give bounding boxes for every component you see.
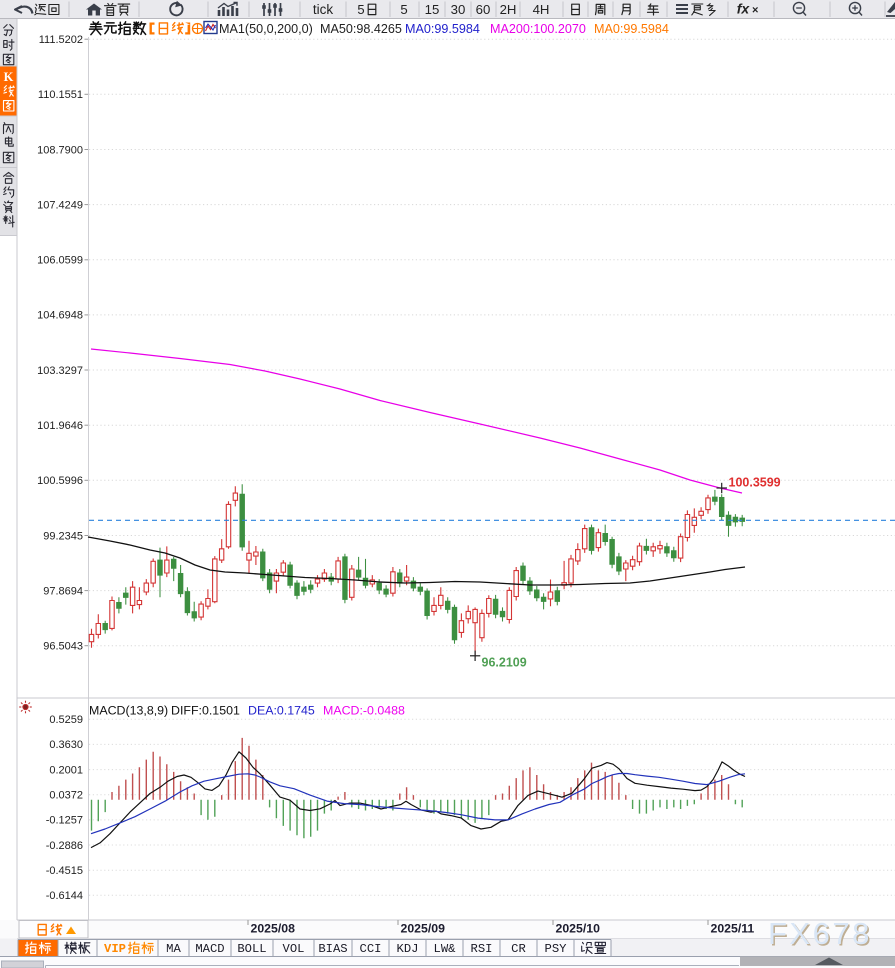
svg-text:-0.4515: -0.4515 xyxy=(46,865,83,877)
svg-text:MA200:100.2070: MA200:100.2070 xyxy=(490,22,586,36)
svg-text:MA1(50,0,200,0): MA1(50,0,200,0) xyxy=(219,22,313,36)
svg-text:60: 60 xyxy=(476,2,491,17)
svg-text:MA0:99.5984: MA0:99.5984 xyxy=(594,22,669,36)
svg-text:K: K xyxy=(4,70,14,84)
svg-text:4H: 4H xyxy=(533,2,550,17)
svg-text:0.0372: 0.0372 xyxy=(49,790,83,802)
svg-text:101.9646: 101.9646 xyxy=(37,420,83,432)
svg-text:103.3297: 103.3297 xyxy=(37,365,83,377)
svg-text:2025/09: 2025/09 xyxy=(401,922,446,936)
svg-text:97.8694: 97.8694 xyxy=(43,585,83,597)
svg-text:-0.2886: -0.2886 xyxy=(46,840,83,852)
svg-text:111.5202: 111.5202 xyxy=(39,34,83,46)
svg-text:-0.1257: -0.1257 xyxy=(46,815,83,827)
svg-text:PSY: PSY xyxy=(545,942,568,956)
svg-text:tick: tick xyxy=(313,2,334,17)
svg-text:BIAS: BIAS xyxy=(318,942,347,956)
svg-text:96.5043: 96.5043 xyxy=(43,641,83,653)
svg-text:110.1551: 110.1551 xyxy=(38,89,83,101)
svg-text:15: 15 xyxy=(425,2,440,17)
svg-text:2025/11: 2025/11 xyxy=(711,922,755,936)
svg-text:MA50:98.4265: MA50:98.4265 xyxy=(320,22,402,36)
svg-text:104.6948: 104.6948 xyxy=(37,310,83,322)
svg-text:99.2345: 99.2345 xyxy=(43,530,83,542)
svg-text:FX678: FX678 xyxy=(770,918,874,953)
svg-text:2025/08: 2025/08 xyxy=(251,922,296,936)
svg-text:2025/10: 2025/10 xyxy=(556,922,601,936)
svg-text:FX678: FX678 xyxy=(768,916,872,951)
svg-text:DEA:0.1745: DEA:0.1745 xyxy=(248,704,315,718)
svg-text:MA0:99.5984: MA0:99.5984 xyxy=(405,22,480,36)
svg-text:CR: CR xyxy=(511,942,526,956)
svg-text:-0.6144: -0.6144 xyxy=(46,890,83,902)
svg-text:106.0599: 106.0599 xyxy=(37,255,83,267)
svg-text:LW&: LW& xyxy=(434,942,457,956)
svg-text:VOL: VOL xyxy=(283,942,305,956)
svg-text:100.3599: 100.3599 xyxy=(729,476,781,490)
svg-text:MA: MA xyxy=(166,942,181,956)
svg-text:BOLL: BOLL xyxy=(237,942,266,956)
svg-text:0.5259: 0.5259 xyxy=(49,714,83,726)
svg-text:5: 5 xyxy=(400,2,407,17)
svg-text:30: 30 xyxy=(451,2,466,17)
svg-text:KDJ: KDJ xyxy=(397,942,419,956)
svg-text:107.4249: 107.4249 xyxy=(37,199,83,211)
svg-text:96.2109: 96.2109 xyxy=(482,656,527,670)
svg-text:DIFF:0.1501: DIFF:0.1501 xyxy=(171,704,240,718)
svg-text:0.2001: 0.2001 xyxy=(49,764,83,776)
svg-text:MACD(13,8,9): MACD(13,8,9) xyxy=(89,704,168,718)
svg-text:fx: fx xyxy=(737,1,751,17)
svg-text:VIP: VIP xyxy=(104,942,126,956)
svg-text:CCI: CCI xyxy=(360,942,382,956)
svg-text:×: × xyxy=(752,5,758,17)
svg-text:5: 5 xyxy=(357,2,364,17)
svg-text:0.3630: 0.3630 xyxy=(49,739,83,751)
svg-text:RSI: RSI xyxy=(471,942,493,956)
svg-text:MACD:-0.0488: MACD:-0.0488 xyxy=(323,704,405,718)
svg-text:108.7900: 108.7900 xyxy=(37,144,83,156)
svg-text:100.5996: 100.5996 xyxy=(37,475,83,487)
svg-text:MACD: MACD xyxy=(195,942,224,956)
svg-text:2H: 2H xyxy=(500,2,517,17)
